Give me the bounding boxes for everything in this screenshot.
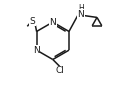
Text: S: S (29, 17, 35, 26)
Text: N: N (77, 10, 84, 19)
Text: Cl: Cl (55, 66, 64, 75)
Text: N: N (33, 46, 40, 55)
Text: H: H (78, 4, 84, 13)
Text: N: N (49, 18, 56, 27)
